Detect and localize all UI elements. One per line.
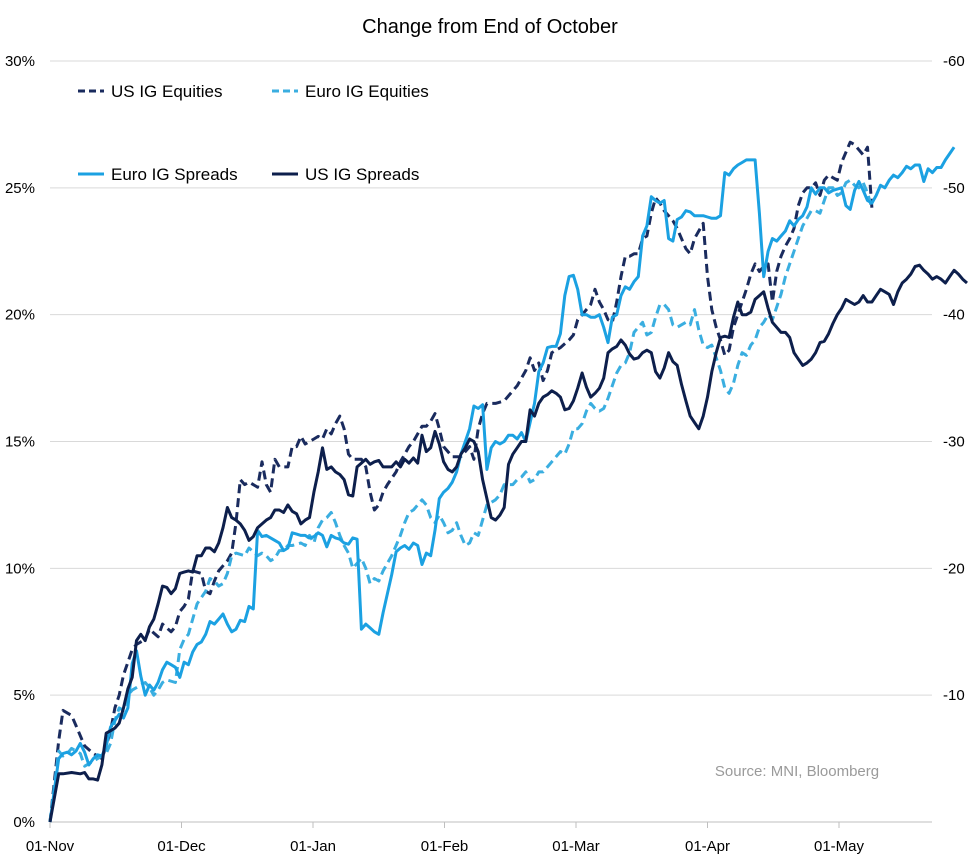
y-right-tick-label: -20 (943, 560, 965, 577)
series-lines (48, 140, 968, 823)
x-tick-label: 01-Nov (26, 838, 75, 855)
y-right-tick-label: -60 (943, 53, 965, 70)
y-left-tick-label: 25% (5, 180, 35, 197)
axes: 0% 5% -10 10% -20 15% -30 20% -40 25% -50 30% -60 01-… (5, 53, 965, 855)
y-right-tick-label: -50 (943, 180, 965, 197)
legend-label: US IG Spreads (305, 165, 419, 184)
y-left-tick-label: 30% (5, 53, 35, 70)
gridlines (50, 60, 932, 696)
x-tick-label: 01-Feb (421, 838, 469, 855)
x-tick-label: 01-May (814, 838, 865, 855)
y-left-tick-label: 5% (13, 687, 35, 704)
y-right-tick-label: -40 (943, 307, 965, 324)
legend-label: Euro IG Spreads (111, 165, 238, 184)
chart-title: Change from End of October (362, 16, 618, 38)
series-line-us-ig-equities (48, 140, 874, 823)
y-left-tick-label: 20% (5, 307, 35, 324)
series-line-euro-ig-spreads (48, 146, 956, 823)
series-line-us-ig-spreads (48, 263, 968, 823)
y-left-tick-label: 0% (13, 814, 35, 831)
source-note: Source: MNI, Bloomberg (715, 763, 879, 780)
x-tick-label: 01-Jan (290, 838, 336, 855)
x-tick-label: 01-Apr (685, 838, 730, 855)
legend-label: Euro IG Equities (305, 82, 429, 101)
x-tick-label: 01-Mar (552, 838, 600, 855)
legend-label: US IG Equities (111, 82, 223, 101)
y-right-tick-label: -10 (943, 687, 965, 704)
legend: US IG Equities Euro IG Equities Euro IG Sp… (78, 82, 429, 184)
y-right-tick-label: -30 (943, 434, 965, 451)
series-line-euro-ig-equities (48, 178, 874, 823)
y-left-tick-label: 10% (5, 560, 35, 577)
y-left-tick-label: 15% (5, 434, 35, 451)
x-tick-label: 01-Dec (157, 838, 206, 855)
